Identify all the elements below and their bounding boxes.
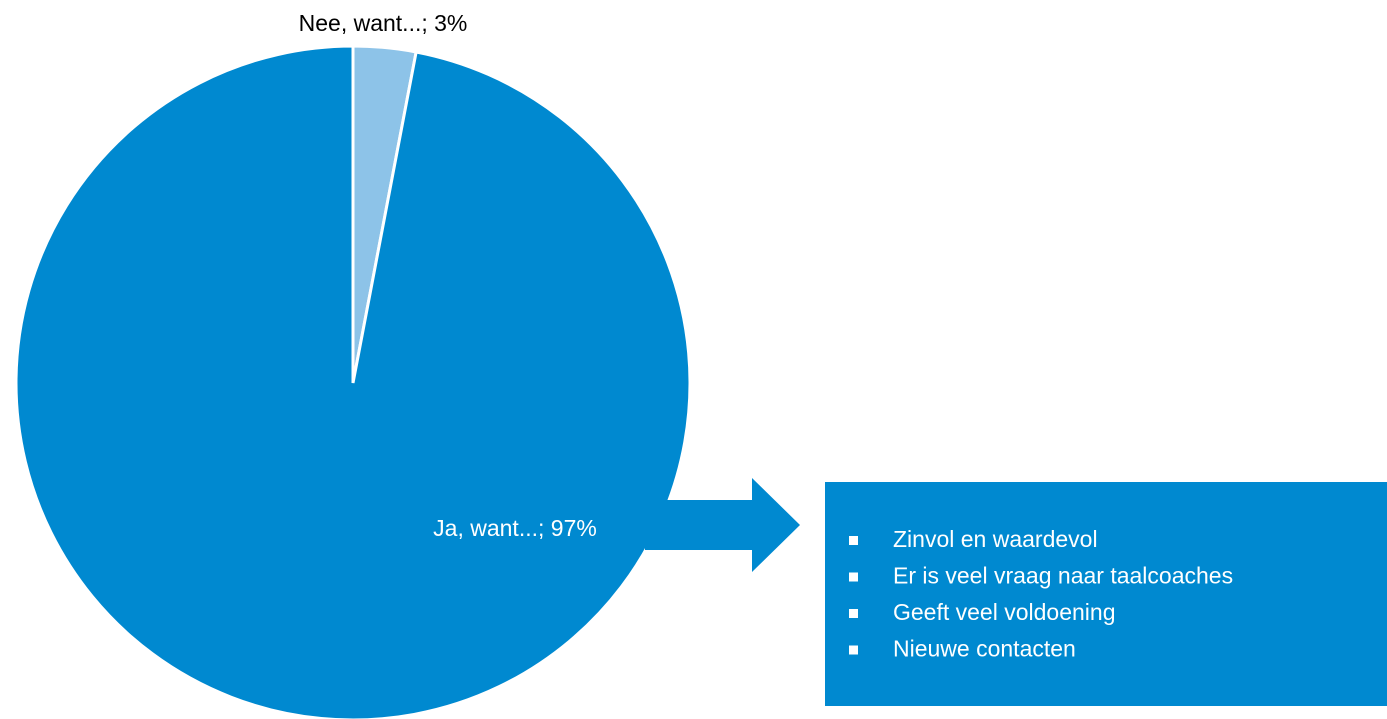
data-label: Ja, want...; 97%: [433, 515, 597, 541]
bullet: [849, 609, 858, 618]
arrow: [645, 478, 800, 572]
callout-item: Zinvol en waardevol: [893, 526, 1098, 552]
bullet: [849, 572, 858, 582]
callout-item: Er is veel vraag naar taalcoaches: [893, 563, 1233, 589]
callout-box: [825, 482, 1387, 706]
callout-item: Nieuwe contacten: [893, 636, 1076, 662]
bullet: [849, 536, 858, 545]
pie-slice: [14, 44, 692, 719]
bullet: [849, 645, 858, 655]
data-label: Nee, want...; 3%: [299, 10, 468, 36]
callout-item: Geeft veel voldoening: [893, 599, 1116, 625]
